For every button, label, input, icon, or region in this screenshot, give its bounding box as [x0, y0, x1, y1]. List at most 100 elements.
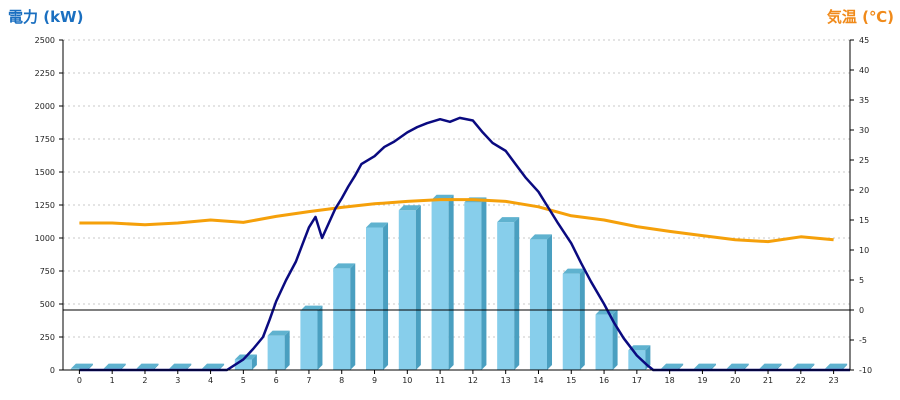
- x-tick-label: 20: [730, 376, 740, 385]
- bar: [333, 268, 351, 370]
- left-tick-label: 750: [40, 267, 55, 276]
- left-tick-label: 0: [50, 366, 55, 375]
- bar-side: [186, 363, 192, 370]
- bar-top: [398, 205, 421, 211]
- bar-side: [809, 363, 815, 370]
- demand-line: [79, 116, 850, 372]
- right-tick-label: 25: [859, 156, 869, 165]
- bar-side: [153, 363, 159, 370]
- left-tick-label: 500: [40, 300, 55, 309]
- x-tick-label: 22: [796, 376, 806, 385]
- bar: [628, 350, 646, 370]
- bar-top: [169, 363, 192, 369]
- bar-side: [678, 363, 684, 370]
- tick-labels: 02505007501000125015001750200022502500-1…: [35, 36, 872, 385]
- right-tick-label: 20: [859, 186, 869, 195]
- bar: [595, 314, 613, 370]
- bar-side: [776, 363, 782, 370]
- x-tick-label: 2: [142, 376, 147, 385]
- bar-side: [743, 363, 749, 370]
- x-tick-label: 7: [306, 376, 311, 385]
- bar-top: [202, 363, 225, 369]
- bar-side: [579, 268, 585, 370]
- x-tick-label: 3: [175, 376, 180, 385]
- x-tick-label: 0: [77, 376, 82, 385]
- bar: [562, 273, 580, 370]
- bar-side: [350, 263, 356, 370]
- right-tick-label: 0: [859, 306, 864, 315]
- axes: [59, 39, 854, 374]
- bar-top: [497, 217, 520, 223]
- right-axis-title: 気温 (℃): [826, 8, 894, 26]
- bar-side: [87, 363, 93, 370]
- x-tick-label: 1: [110, 376, 115, 385]
- bar-side: [415, 205, 421, 370]
- x-tick-label: 4: [208, 376, 213, 385]
- bar: [464, 202, 482, 370]
- x-tick-label: 21: [763, 376, 773, 385]
- bar: [398, 210, 416, 370]
- x-tick-label: 17: [632, 376, 642, 385]
- bar-side: [448, 194, 454, 370]
- bar-top: [595, 309, 618, 315]
- left-tick-label: 2500: [35, 36, 55, 45]
- bar-side: [317, 305, 323, 370]
- right-tick-label: -5: [859, 336, 867, 345]
- right-tick-label: 30: [859, 126, 869, 135]
- bar-top: [562, 268, 585, 274]
- bar-top: [333, 263, 356, 269]
- bar-top: [300, 305, 323, 311]
- right-tick-label: 15: [859, 216, 869, 225]
- bar-side: [481, 197, 487, 370]
- bar-top: [267, 330, 290, 336]
- bar-side: [612, 309, 618, 370]
- bar-side: [383, 222, 389, 370]
- bar-side: [219, 363, 225, 370]
- x-tick-label: 14: [533, 376, 543, 385]
- x-tick-label: 16: [599, 376, 609, 385]
- bar-side: [284, 330, 290, 370]
- x-tick-label: 19: [697, 376, 707, 385]
- right-tick-label: 5: [859, 276, 864, 285]
- bar-side: [514, 217, 520, 370]
- x-tick-label: 10: [402, 376, 412, 385]
- x-tick-label: 15: [566, 376, 576, 385]
- bar: [497, 222, 515, 370]
- bar-top: [365, 222, 389, 228]
- right-tick-label: 45: [859, 36, 869, 45]
- bar-top: [792, 363, 815, 369]
- bar-top: [825, 363, 848, 369]
- x-tick-label: 5: [241, 376, 246, 385]
- left-tick-label: 2250: [35, 69, 55, 78]
- left-tick-label: 1000: [35, 234, 55, 243]
- left-tick-label: 1750: [35, 135, 55, 144]
- bar-side: [842, 363, 848, 370]
- left-axis-title: 電力 (kW): [8, 8, 84, 26]
- bar-side: [120, 363, 126, 370]
- left-tick-label: 1500: [35, 168, 55, 177]
- x-tick-label: 6: [274, 376, 279, 385]
- bar: [300, 310, 318, 370]
- line-series: [79, 116, 850, 372]
- bar-series: [70, 194, 848, 370]
- x-tick-label: 13: [501, 376, 511, 385]
- bar-side: [547, 234, 553, 370]
- x-tick-label: 18: [665, 376, 675, 385]
- bar-top: [726, 363, 749, 369]
- bar: [267, 335, 285, 370]
- bar-top: [693, 363, 716, 369]
- bar: [234, 359, 252, 370]
- bar-side: [251, 354, 257, 370]
- right-tick-label: 35: [859, 96, 869, 105]
- left-tick-label: 2000: [35, 102, 55, 111]
- bar-top: [70, 363, 93, 369]
- x-tick-label: 9: [372, 376, 377, 385]
- x-tick-label: 12: [468, 376, 478, 385]
- bar: [529, 239, 548, 370]
- bar-top: [628, 345, 651, 351]
- grid-lines: [63, 39, 850, 338]
- bar: [365, 227, 384, 370]
- bar: [431, 199, 449, 370]
- right-tick-label: 40: [859, 66, 869, 75]
